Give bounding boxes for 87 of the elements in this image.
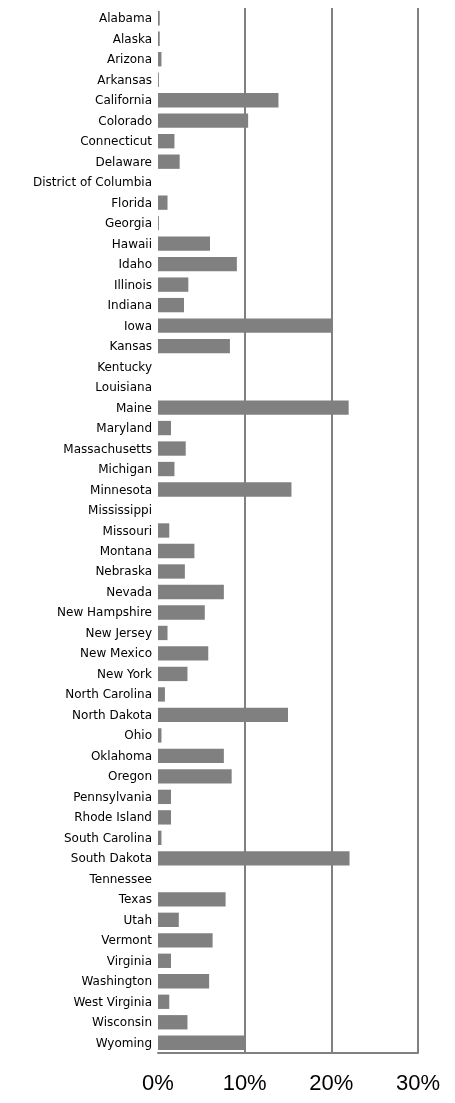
bar xyxy=(158,810,171,825)
y-tick-label: Idaho xyxy=(118,257,152,272)
x-tick-label: 20% xyxy=(309,1069,354,1095)
x-tick-label: 10% xyxy=(222,1069,267,1095)
bar xyxy=(158,543,195,559)
bar xyxy=(158,769,232,784)
y-tick-label: Indiana xyxy=(107,298,152,313)
y-tick-label: Washington xyxy=(81,974,152,989)
y-tick-label: Oklahoma xyxy=(90,748,152,763)
y-tick-label: Alabama xyxy=(99,11,152,26)
bar xyxy=(158,236,210,251)
y-tick-label: Kentucky xyxy=(97,359,152,374)
y-tick-label: South Carolina xyxy=(63,830,152,845)
y-tick-label: Nevada xyxy=(106,584,152,599)
y-tick-label: Connecticut xyxy=(80,134,153,149)
y-tick-label: Wyoming xyxy=(95,1035,152,1050)
y-tick-label: Iowa xyxy=(123,318,152,333)
y-tick-label: Colorado xyxy=(98,113,152,128)
bar xyxy=(158,933,213,948)
bar xyxy=(158,564,185,579)
y-tick-label: Hawaii xyxy=(111,236,152,251)
bar xyxy=(158,461,175,477)
bar xyxy=(158,974,210,989)
bar xyxy=(158,338,230,354)
y-tick-label: Arkansas xyxy=(97,72,152,87)
bar xyxy=(158,195,168,210)
y-tick-label: New Mexico xyxy=(80,646,152,661)
y-tick-label: Massachusetts xyxy=(63,441,152,456)
bar xyxy=(158,1015,188,1030)
bar xyxy=(158,523,170,538)
y-tick-label: South Dakota xyxy=(70,851,152,866)
x-tick-label: 30% xyxy=(395,1069,441,1095)
y-tick-label: Missouri xyxy=(102,523,152,538)
y-tick-label: Georgia xyxy=(104,216,152,231)
y-tick-label: Kansas xyxy=(109,339,152,354)
y-tick-label: Virginia xyxy=(106,953,152,968)
bar xyxy=(158,297,184,313)
y-tick-label: Alaska xyxy=(112,31,152,46)
bar xyxy=(158,953,171,968)
y-tick-label: Vermont xyxy=(101,933,153,948)
y-tick-label: Texas xyxy=(117,892,152,907)
bar xyxy=(158,892,226,907)
bar xyxy=(158,646,209,661)
bar xyxy=(158,256,237,272)
bar xyxy=(158,134,175,149)
bar xyxy=(158,789,171,805)
y-tick-label: Minnesota xyxy=(90,482,152,497)
y-tick-label: Montana xyxy=(99,543,152,558)
bar xyxy=(158,277,189,292)
y-tick-label: Maine xyxy=(115,400,152,415)
y-tick-label: Mississippi xyxy=(88,503,152,518)
y-tick-label: Arizona xyxy=(106,52,152,67)
bar xyxy=(158,912,179,927)
y-tick-label: Utah xyxy=(123,912,152,927)
bar xyxy=(158,605,205,620)
y-tick-label: Ohio xyxy=(124,728,152,743)
y-tick-label: New Jersey xyxy=(85,625,152,640)
bar xyxy=(158,625,168,641)
bar xyxy=(158,666,188,682)
y-tick-label: California xyxy=(95,93,152,108)
y-tick-label: Maryland xyxy=(96,421,152,436)
bar xyxy=(158,728,162,743)
y-tick-label: New Hampshire xyxy=(57,605,152,620)
bar xyxy=(158,748,224,764)
y-tick-label: West Virginia xyxy=(73,994,152,1009)
y-tick-label: Wisconsin xyxy=(92,1015,152,1030)
y-tick-label: Louisiana xyxy=(95,380,152,395)
y-tick-label: Michigan xyxy=(98,462,152,477)
y-tick-label: Nebraska xyxy=(95,564,152,579)
y-tick-label: New York xyxy=(97,666,153,681)
bar xyxy=(158,584,224,600)
y-tick-label: Florida xyxy=(111,195,152,210)
x-tick-label: 0% xyxy=(142,1069,174,1095)
bar xyxy=(158,994,170,1009)
y-tick-label: Tennessee xyxy=(88,871,152,886)
y-tick-label: Illinois xyxy=(113,277,152,292)
bar xyxy=(158,154,180,169)
y-tick-label: Oregon xyxy=(107,769,152,784)
y-tick-label: North Carolina xyxy=(65,687,152,702)
y-tick-label: Pennsylvania xyxy=(73,789,152,804)
bar xyxy=(158,687,165,702)
bar xyxy=(158,420,171,436)
y-tick-label: Rhode Island xyxy=(74,810,152,825)
y-tick-label: North Dakota xyxy=(72,707,152,722)
y-tick-label: Delaware xyxy=(95,154,152,169)
y-tick-label: District of Columbia xyxy=(33,175,152,190)
bar xyxy=(158,441,186,456)
